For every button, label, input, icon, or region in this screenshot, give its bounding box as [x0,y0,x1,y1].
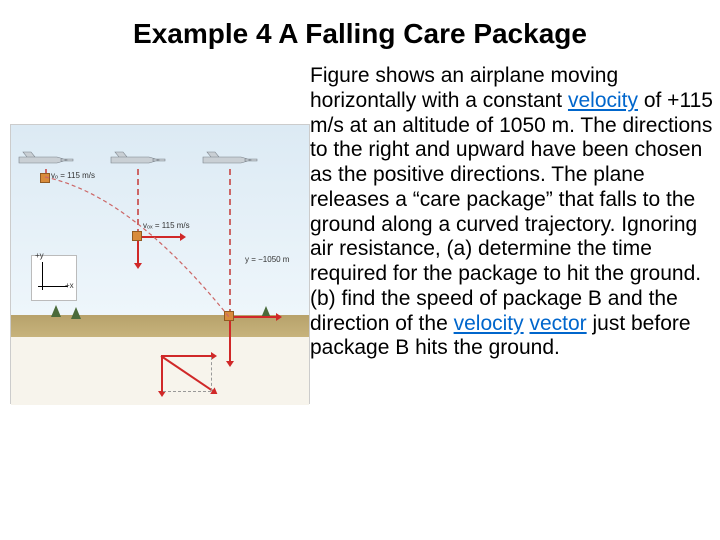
construction-dashline [211,357,212,391]
figure-column: vₒ = 115 m/s vₒₓ = 115 m/s y = −1050 m +… [10,124,310,404]
package-icon [224,311,234,321]
package-icon [132,231,142,241]
slide-title: Example 4 A Falling Care Package [40,18,680,50]
drop-dashline [229,169,231,315]
resultant-x-arrow [161,355,211,357]
figure-label-y: y = −1050 m [245,255,289,264]
construction-dashline [163,391,211,392]
package-icon [40,173,50,183]
velocity-arrow-x [142,236,180,238]
body-text: Figure shows an airplane moving horizont… [310,64,720,361]
velocity-arrow-y [137,241,139,263]
airplane-icon [109,151,167,169]
resultant-y-arrow [161,357,163,391]
body-segment: of +115 m/s at an altitude of 1050 m. Th… [310,89,713,285]
velocity-link[interactable]: velocity [454,312,524,335]
vector-link[interactable]: vector [529,312,586,335]
figure-label-vox: vₒₓ = 115 m/s [143,221,190,230]
figure-label-axx: +x [65,281,74,290]
figure-label-axy: +y [35,251,44,260]
slide: Example 4 A Falling Care Package [0,0,720,540]
y-axis-icon [42,262,43,290]
ground-strip [11,315,309,337]
velocity-link[interactable]: velocity [568,89,638,112]
figure-label-v0: vₒ = 115 m/s [51,171,95,180]
content-row: vₒ = 115 m/s vₒₓ = 115 m/s y = −1050 m +… [0,64,720,404]
airplane-icon [17,151,75,169]
airplane-icon [201,151,259,169]
physics-figure: vₒ = 115 m/s vₒₓ = 115 m/s y = −1050 m +… [10,124,310,404]
tree-icon [71,307,81,319]
drop-dashline [137,169,139,235]
axes-inset [31,255,77,301]
velocity-arrow-y [229,321,231,361]
tree-icon [51,305,61,317]
velocity-arrow-x [234,316,276,318]
